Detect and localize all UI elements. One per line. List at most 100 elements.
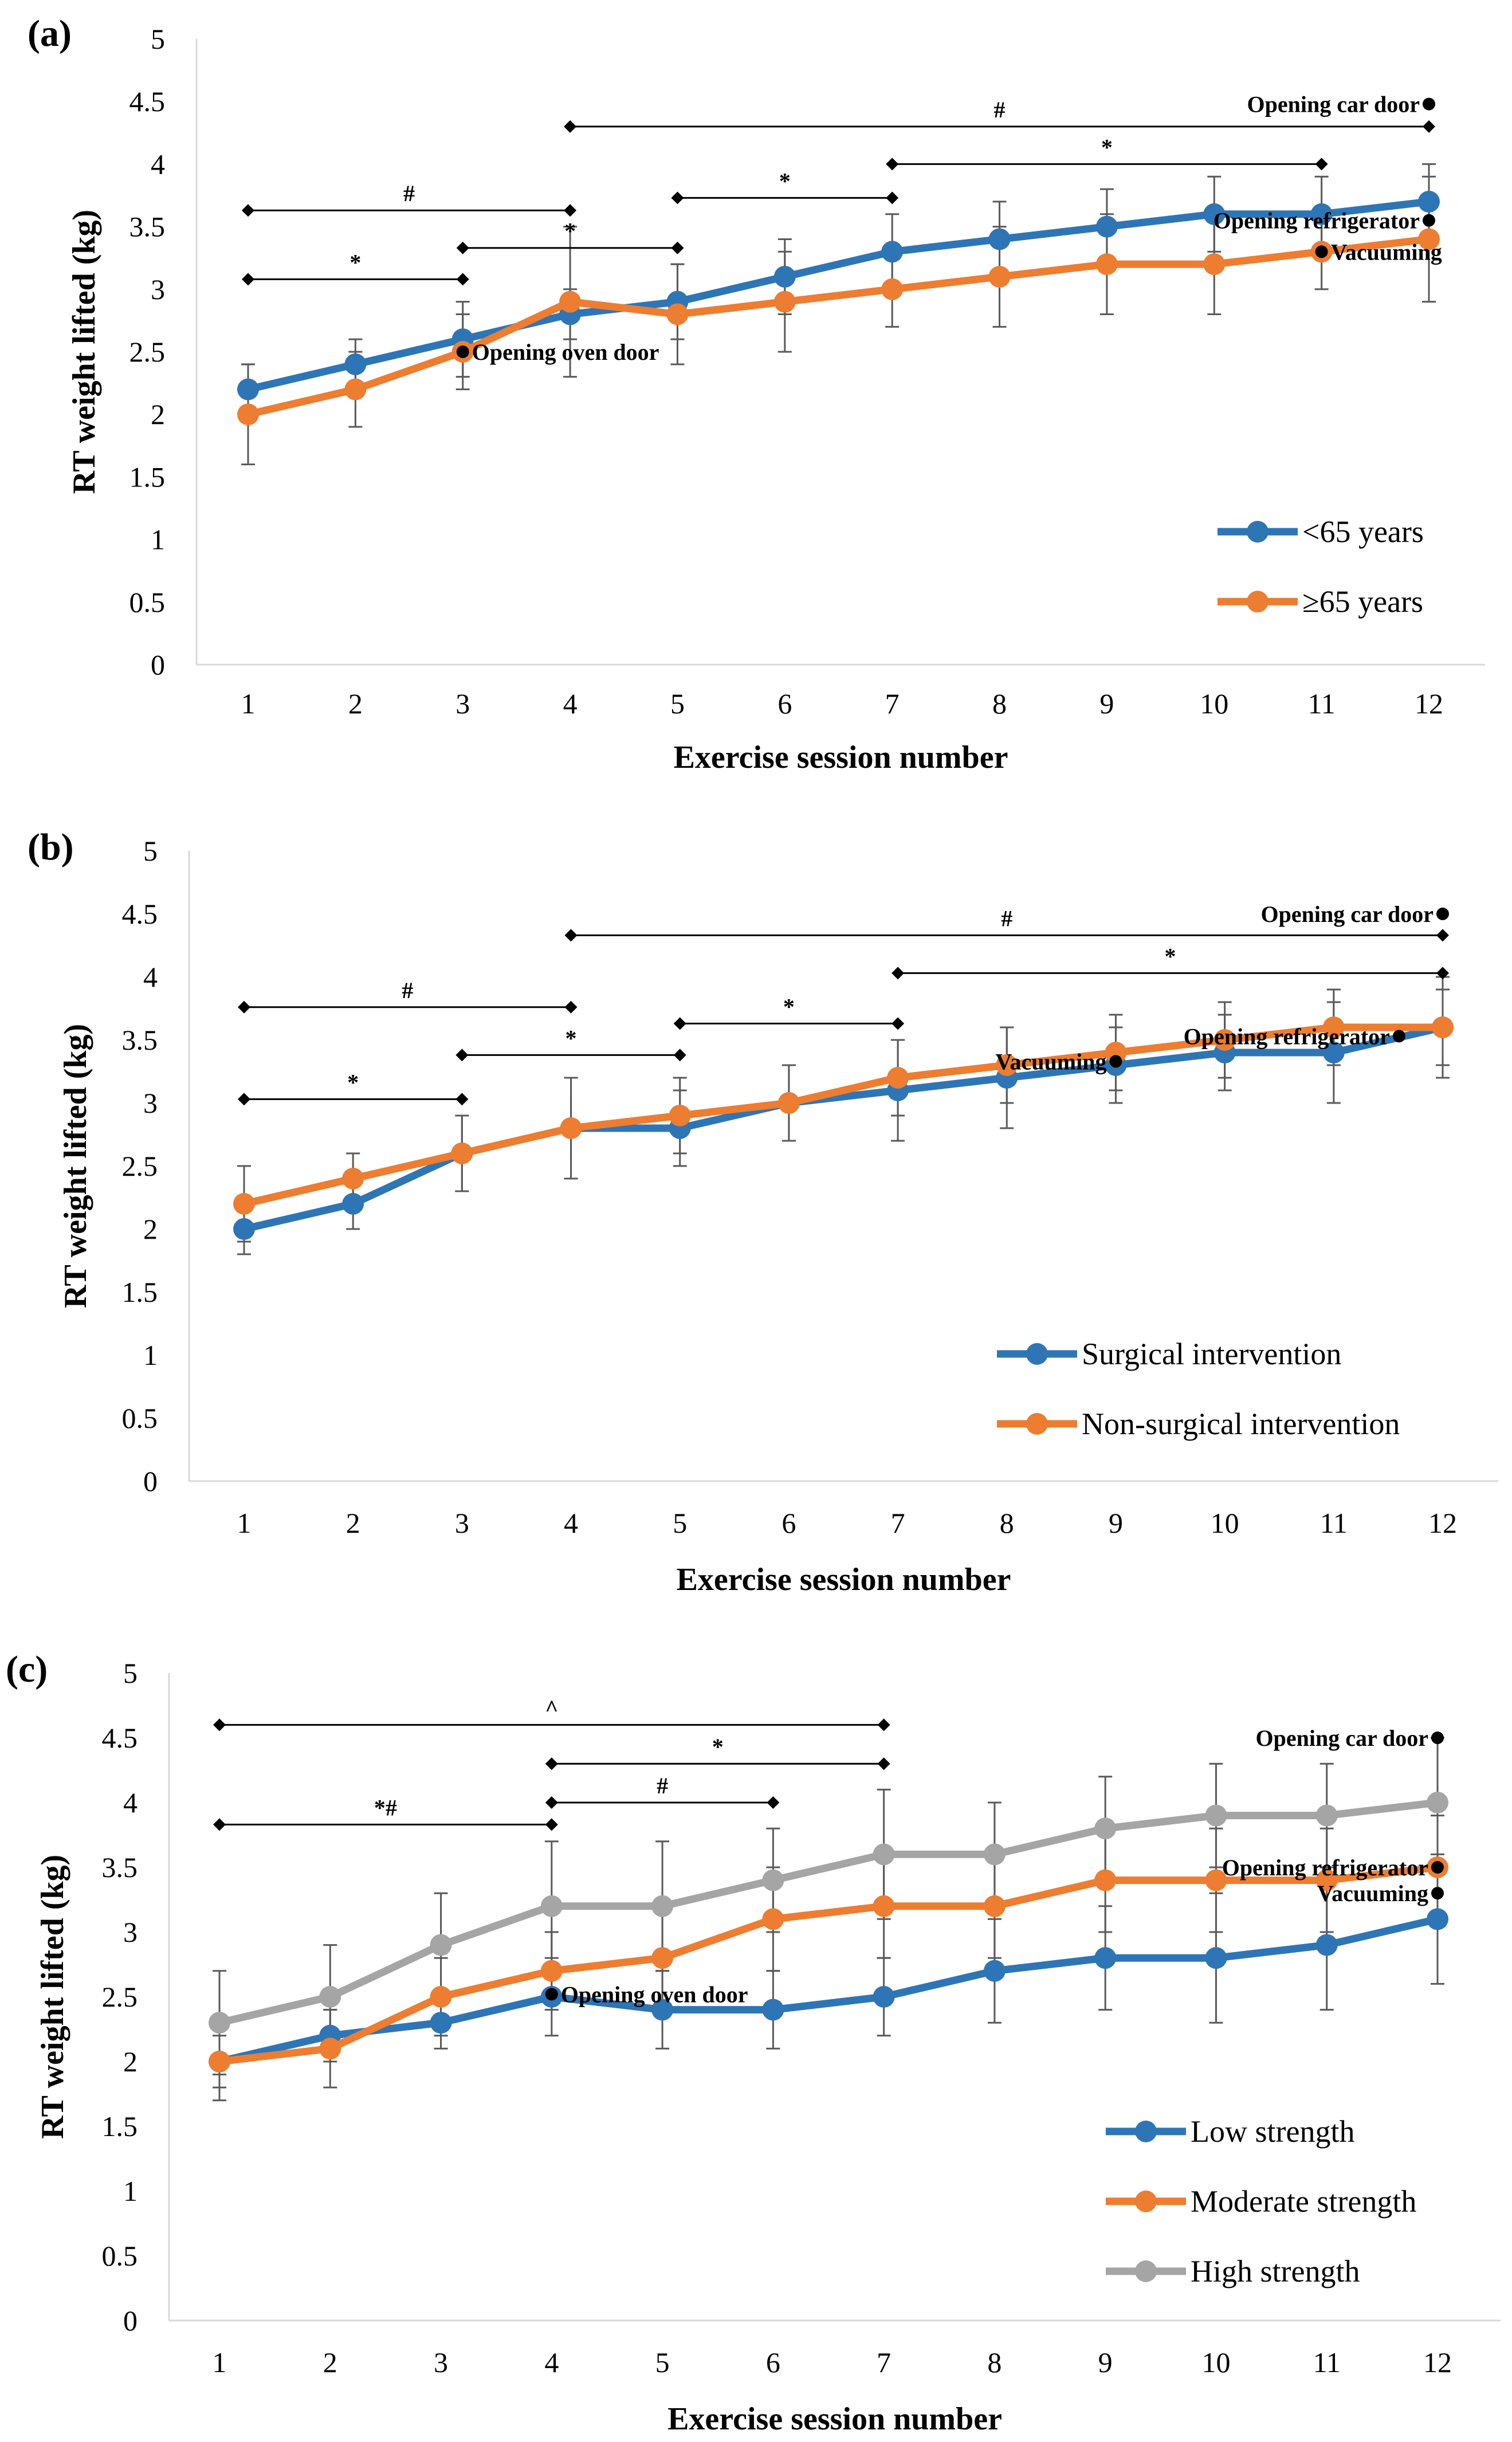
series-line bbox=[243, 1023, 1443, 1208]
bracket-end-diamond bbox=[671, 241, 684, 254]
annotation-dot bbox=[1109, 1055, 1122, 1068]
bracket-end-diamond bbox=[213, 1818, 226, 1831]
data-point bbox=[983, 1843, 1006, 1866]
x-tick-label: 8 bbox=[1000, 1507, 1014, 1539]
data-point bbox=[1203, 253, 1226, 276]
x-tick-label: 10 bbox=[1211, 1507, 1239, 1539]
x-tick-label: 7 bbox=[885, 688, 900, 720]
legend-swatch-marker bbox=[1026, 1413, 1048, 1435]
y-tick-label: 5 bbox=[151, 23, 165, 55]
y-tick-label: 3 bbox=[143, 1087, 158, 1119]
data-point bbox=[1205, 1947, 1227, 1969]
legend-label: Surgical intervention bbox=[1082, 1337, 1341, 1371]
data-point bbox=[1205, 1869, 1227, 1891]
data-point bbox=[1094, 1817, 1117, 1840]
x-tick-label: 5 bbox=[670, 688, 685, 720]
y-tick-label: 1 bbox=[123, 2175, 138, 2207]
x-tick-label: 2 bbox=[348, 688, 363, 720]
annotation-dot bbox=[456, 346, 469, 358]
data-point bbox=[773, 265, 796, 288]
x-tick-label: 9 bbox=[1099, 688, 1114, 720]
bracket-end-diamond bbox=[1436, 967, 1449, 980]
y-tick-label: 2 bbox=[123, 2046, 138, 2078]
x-tick-label: 2 bbox=[323, 2346, 337, 2378]
bracket-end-diamond bbox=[1423, 120, 1435, 133]
annotation-dot bbox=[1315, 245, 1328, 258]
data-point bbox=[881, 241, 904, 263]
annotation-label: Opening refrigerator bbox=[1213, 208, 1420, 234]
significance-label: * bbox=[712, 1734, 724, 1760]
panel-a: (a)00.511.522.533.544.551 2 3 4 5 6 7 8 9 10 11 12E… bbox=[28, 13, 1485, 775]
significance-label: * bbox=[347, 1069, 359, 1095]
legend-swatch-marker bbox=[1135, 2190, 1157, 2212]
panel-b: (b)00.511.522.533.544.551 2 3 4 5 6 7 8 9 10 11 12E… bbox=[28, 826, 1498, 1597]
data-point bbox=[651, 1947, 674, 1969]
x-tick-label: 3 bbox=[434, 2346, 448, 2378]
legend-label: Moderate strength bbox=[1191, 2184, 1416, 2219]
bracket-end-diamond bbox=[564, 1000, 578, 1014]
data-point bbox=[873, 1986, 895, 2008]
data-point bbox=[1432, 1016, 1454, 1038]
x-tick-label: 4 bbox=[563, 688, 578, 720]
data-point bbox=[1315, 1869, 1338, 1891]
y-tick-label: 0 bbox=[143, 1465, 158, 1497]
data-point bbox=[209, 2012, 230, 2034]
significance-label: * bbox=[1165, 943, 1176, 969]
x-tick-label: 12 bbox=[1428, 1507, 1457, 1539]
data-point bbox=[988, 265, 1011, 288]
data-point bbox=[881, 278, 904, 300]
x-tick-label: 3 bbox=[455, 688, 470, 720]
x-axis-title: Exercise session number bbox=[667, 2401, 1002, 2437]
bracket-end-diamond bbox=[767, 1796, 780, 1809]
bracket-end-diamond bbox=[886, 191, 899, 205]
bracket-end-diamond bbox=[886, 158, 899, 171]
x-tick-label: 12 bbox=[1415, 688, 1443, 720]
data-point bbox=[1315, 1934, 1338, 1956]
data-point bbox=[1095, 215, 1118, 238]
bracket-end-diamond bbox=[892, 967, 905, 980]
bracket-end-diamond bbox=[242, 204, 254, 217]
data-point bbox=[319, 1986, 341, 2008]
annotation-dot bbox=[1431, 1732, 1444, 1744]
data-point bbox=[1213, 1029, 1236, 1051]
annotation-dot bbox=[1436, 908, 1449, 920]
x-tick-label: 9 bbox=[1109, 1507, 1123, 1539]
annotation-dot bbox=[1392, 1030, 1405, 1043]
data-point bbox=[1315, 1804, 1338, 1827]
data-point bbox=[540, 1960, 563, 1982]
y-tick-label: 0 bbox=[151, 649, 165, 681]
data-point bbox=[762, 1999, 784, 2021]
significance-label: # bbox=[657, 1773, 668, 1799]
y-tick-label: 0.5 bbox=[122, 1402, 158, 1434]
legend-label: Non-surgical intervention bbox=[1082, 1407, 1400, 1441]
y-tick-label: 3.5 bbox=[122, 1024, 158, 1056]
data-point bbox=[762, 1869, 784, 1891]
legend-label: ≥65 years bbox=[1302, 584, 1423, 619]
y-axis-title: RT weight lifted (kg) bbox=[66, 210, 102, 494]
annotation-dot bbox=[1431, 1861, 1444, 1874]
bracket-end-diamond bbox=[456, 241, 469, 254]
data-point bbox=[559, 290, 582, 313]
data-point bbox=[1094, 1869, 1117, 1891]
bracket-end-diamond bbox=[671, 191, 684, 205]
y-tick-label: 3.5 bbox=[102, 1851, 138, 1883]
x-tick-label: 5 bbox=[673, 1507, 687, 1539]
annotation-label: Opening oven door bbox=[561, 1981, 748, 2007]
significance-label: ^ bbox=[545, 1695, 558, 1721]
y-tick-label: 1.5 bbox=[129, 461, 166, 493]
bracket-end-diamond bbox=[1436, 929, 1449, 942]
y-tick-label: 4 bbox=[151, 148, 165, 180]
data-point bbox=[430, 2012, 452, 2034]
bracket-end-diamond bbox=[242, 273, 254, 286]
annotation-label: Opening car door bbox=[1255, 1725, 1428, 1751]
data-point bbox=[1310, 203, 1333, 225]
data-point bbox=[1418, 190, 1440, 213]
x-tick-label: 5 bbox=[655, 2346, 670, 2378]
bracket-end-diamond bbox=[673, 1049, 686, 1062]
significance-label: # bbox=[994, 97, 1006, 123]
bracket-end-diamond bbox=[545, 1818, 558, 1831]
bracket-end-diamond bbox=[213, 1718, 226, 1732]
data-point bbox=[430, 1986, 452, 2008]
legend-label: High strength bbox=[1191, 2254, 1360, 2288]
